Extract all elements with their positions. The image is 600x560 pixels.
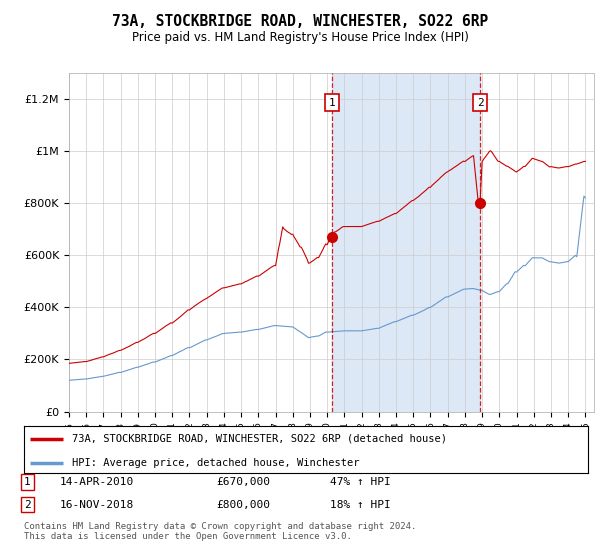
Text: 2: 2 <box>476 98 484 108</box>
Text: 1: 1 <box>329 98 335 108</box>
Text: 14-APR-2010: 14-APR-2010 <box>60 477 134 487</box>
Text: 73A, STOCKBRIDGE ROAD, WINCHESTER, SO22 6RP (detached house): 73A, STOCKBRIDGE ROAD, WINCHESTER, SO22 … <box>72 434 447 444</box>
Text: Contains HM Land Registry data © Crown copyright and database right 2024.
This d: Contains HM Land Registry data © Crown c… <box>24 522 416 542</box>
Text: 47% ↑ HPI: 47% ↑ HPI <box>330 477 391 487</box>
Text: £800,000: £800,000 <box>216 500 270 510</box>
Text: 73A, STOCKBRIDGE ROAD, WINCHESTER, SO22 6RP: 73A, STOCKBRIDGE ROAD, WINCHESTER, SO22 … <box>112 14 488 29</box>
Text: HPI: Average price, detached house, Winchester: HPI: Average price, detached house, Winc… <box>72 458 359 468</box>
Text: 1: 1 <box>24 477 31 487</box>
Bar <box>332 73 480 412</box>
Text: 18% ↑ HPI: 18% ↑ HPI <box>330 500 391 510</box>
Text: 16-NOV-2018: 16-NOV-2018 <box>60 500 134 510</box>
Text: Price paid vs. HM Land Registry's House Price Index (HPI): Price paid vs. HM Land Registry's House … <box>131 31 469 44</box>
Text: 2: 2 <box>24 500 31 510</box>
Text: £670,000: £670,000 <box>216 477 270 487</box>
